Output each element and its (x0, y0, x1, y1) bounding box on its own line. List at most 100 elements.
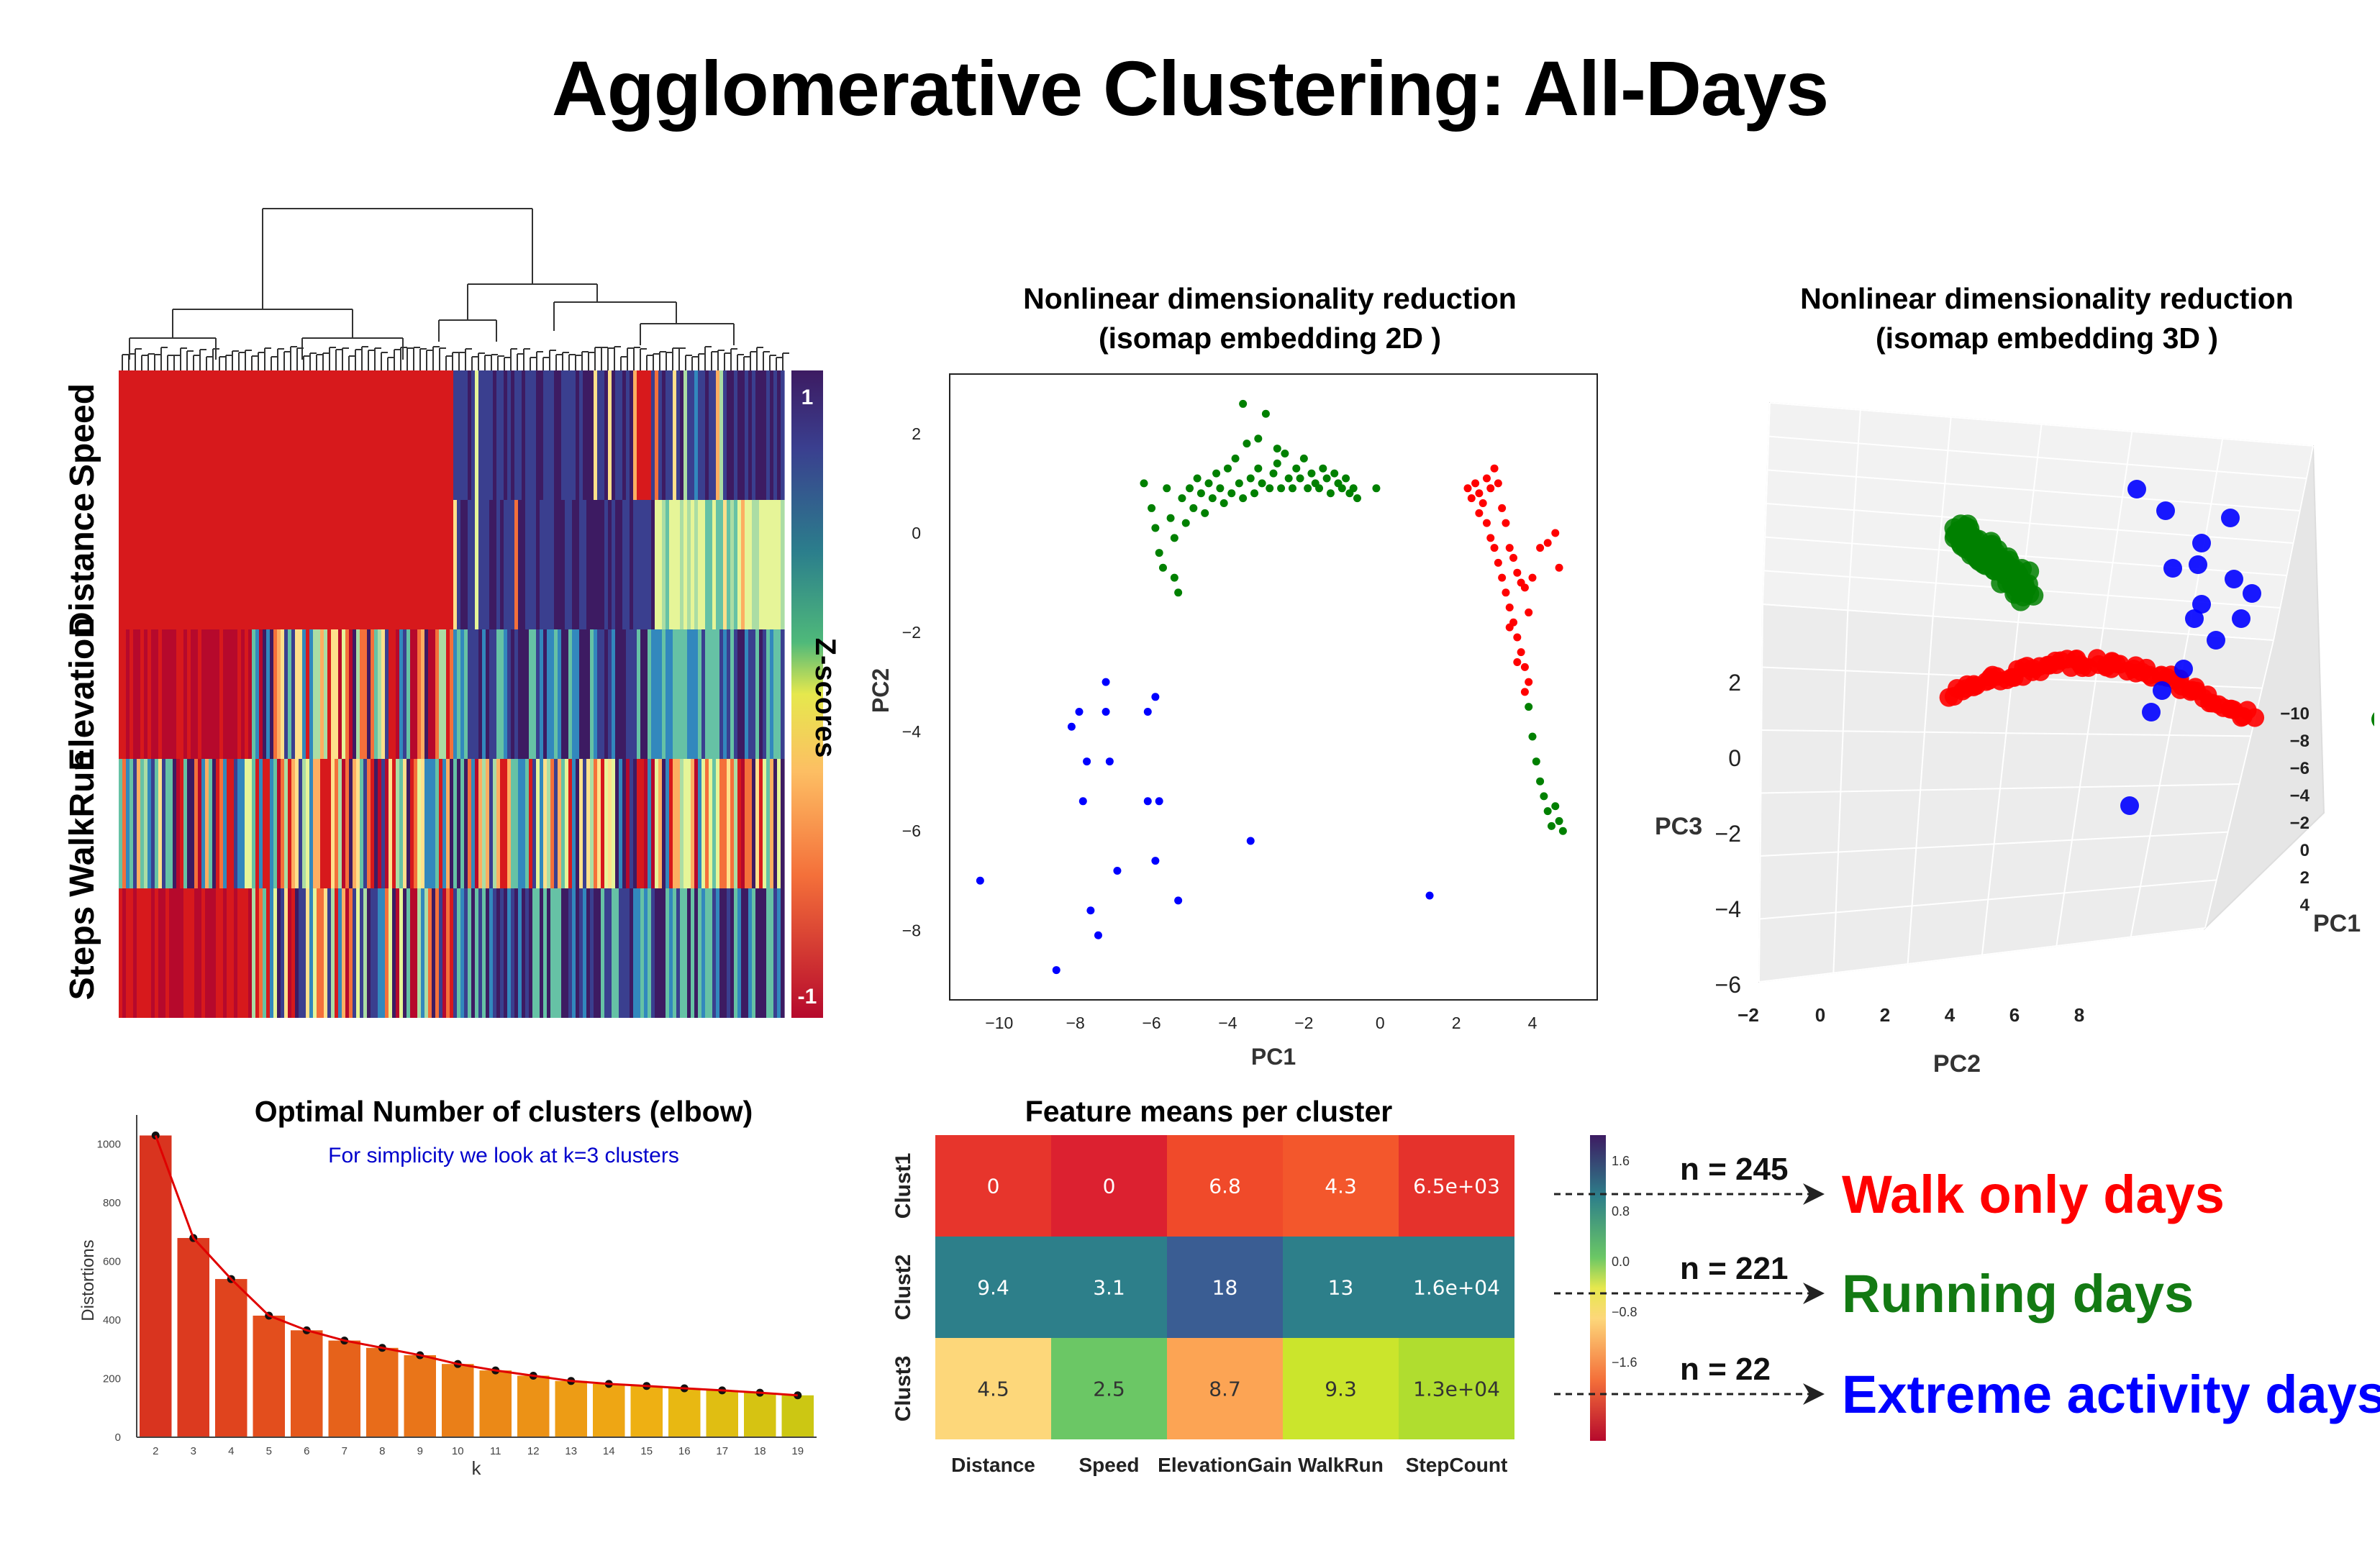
clustermap-cell (155, 370, 159, 500)
scatter2d-point (1181, 519, 1190, 527)
clustermap-cell (263, 888, 267, 1018)
clustermap-cell (752, 629, 756, 759)
clustermap-cell (741, 629, 745, 759)
clustermap-cell (439, 759, 443, 888)
annotation-label: Running days (1842, 1264, 2194, 1324)
clustermap-cell (734, 370, 738, 500)
scatter2d-xlabel: PC1 (1251, 1044, 1296, 1070)
means-row-label: Clust1 (891, 1153, 915, 1219)
scatter2d-point (1547, 821, 1555, 830)
clustermap-cell (496, 888, 501, 1018)
clustermap-cell (284, 888, 289, 1018)
clustermap-cell (475, 629, 479, 759)
scatter2d-point (1494, 479, 1502, 488)
clustermap-cell (511, 888, 515, 1018)
clustermap-cell (536, 759, 540, 888)
clustermap-cell (608, 888, 612, 1018)
clustermap-cell (255, 370, 260, 500)
clustermap-cell (673, 629, 677, 759)
clustermap-cell (691, 370, 695, 500)
clustermap-cell (338, 370, 342, 500)
scatter3d-point (2207, 631, 2225, 650)
clustermap-cell (651, 500, 655, 629)
clustermap-cell (130, 629, 134, 759)
scatter2d-point (1105, 757, 1114, 766)
scatter2d-point (1315, 484, 1324, 493)
clustermap-cell (439, 500, 443, 629)
clustermap-cell (486, 500, 490, 629)
clustermap-cell (586, 759, 591, 888)
annotation-count: n = 22 (1680, 1352, 1771, 1387)
clustermap-cell (183, 888, 188, 1018)
clustermap-cell (460, 370, 465, 500)
clustermap-cell (140, 500, 145, 629)
scatter2d-x-tick: −10 (985, 1014, 1013, 1032)
clustermap-cell (637, 370, 641, 500)
scatter2d-point (1486, 534, 1495, 542)
clustermap-cell (576, 500, 580, 629)
scatter2d-point (1208, 494, 1217, 503)
clustermap-cell (126, 370, 130, 500)
clustermap-cell (486, 888, 490, 1018)
clustermap-cell (450, 500, 454, 629)
scatter3d-point (2192, 534, 2211, 552)
clustermap-cell (130, 370, 134, 500)
clustermap-cell (234, 888, 238, 1018)
scatter2d-point (1078, 797, 1087, 806)
scatter2d-point (1498, 573, 1507, 582)
clustermap-cell (191, 629, 195, 759)
clustermap-cell (468, 629, 472, 759)
clustermap-cell (694, 888, 699, 1018)
clustermap-cell (155, 759, 159, 888)
means-cell-label: 13 (1328, 1276, 1354, 1300)
scatter2d-y-tick: 0 (912, 524, 921, 542)
clustermap-cell (313, 888, 317, 1018)
clustermap-cell (608, 370, 612, 500)
clustermap-cell (482, 500, 486, 629)
clustermap-cell (489, 500, 494, 629)
clustermap-cell (536, 629, 540, 759)
clustermap-cell (327, 629, 332, 759)
scatter2d-point (1277, 484, 1286, 493)
clustermap-cell (209, 370, 213, 500)
scatter2d-point (1163, 484, 1171, 493)
clustermap-cell (374, 629, 378, 759)
elbow-bar (253, 1315, 285, 1437)
means-cell-label: 2.5 (1093, 1378, 1125, 1401)
clustermap-cell (669, 759, 673, 888)
clustermap-cell (331, 370, 335, 500)
clustermap-cell (421, 629, 425, 759)
clustermap-cell (410, 500, 414, 629)
clustermap-cell (558, 629, 562, 759)
clustermap-cell (550, 888, 555, 1018)
scatter2d-point (1551, 529, 1560, 537)
clustermap-cell (716, 629, 720, 759)
clustermap-cell (550, 370, 555, 500)
clustermap-cell (331, 629, 335, 759)
scatter2d-point (1322, 474, 1331, 483)
clustermap-row-label: Steps (65, 906, 101, 1001)
clustermap-cell (219, 759, 224, 888)
clustermap-cell (594, 629, 598, 759)
clustermap-cell (547, 629, 551, 759)
clustermap-cell (237, 759, 242, 888)
clustermap-cell (435, 500, 440, 629)
clustermap-cell (666, 888, 670, 1018)
clustermap-cell (169, 629, 173, 759)
means-cell (935, 1237, 1051, 1338)
clustermap-cell (705, 888, 709, 1018)
clustermap-cell (392, 759, 396, 888)
scatter3d-point (2189, 555, 2207, 574)
clustermap-cell (421, 759, 425, 888)
clustermap-cell (403, 500, 407, 629)
scatter2d-point (1151, 857, 1160, 865)
scatter2d-point (1174, 588, 1183, 597)
clustermap-cell (666, 500, 670, 629)
scatter3d-grid (1758, 402, 2314, 983)
clustermap-cell (342, 759, 346, 888)
clustermap-cell (655, 500, 659, 629)
clustermap-cell (478, 370, 483, 500)
clustermap-cell (241, 888, 245, 1018)
clustermap-cell (475, 370, 479, 500)
clustermap-cell (701, 629, 706, 759)
